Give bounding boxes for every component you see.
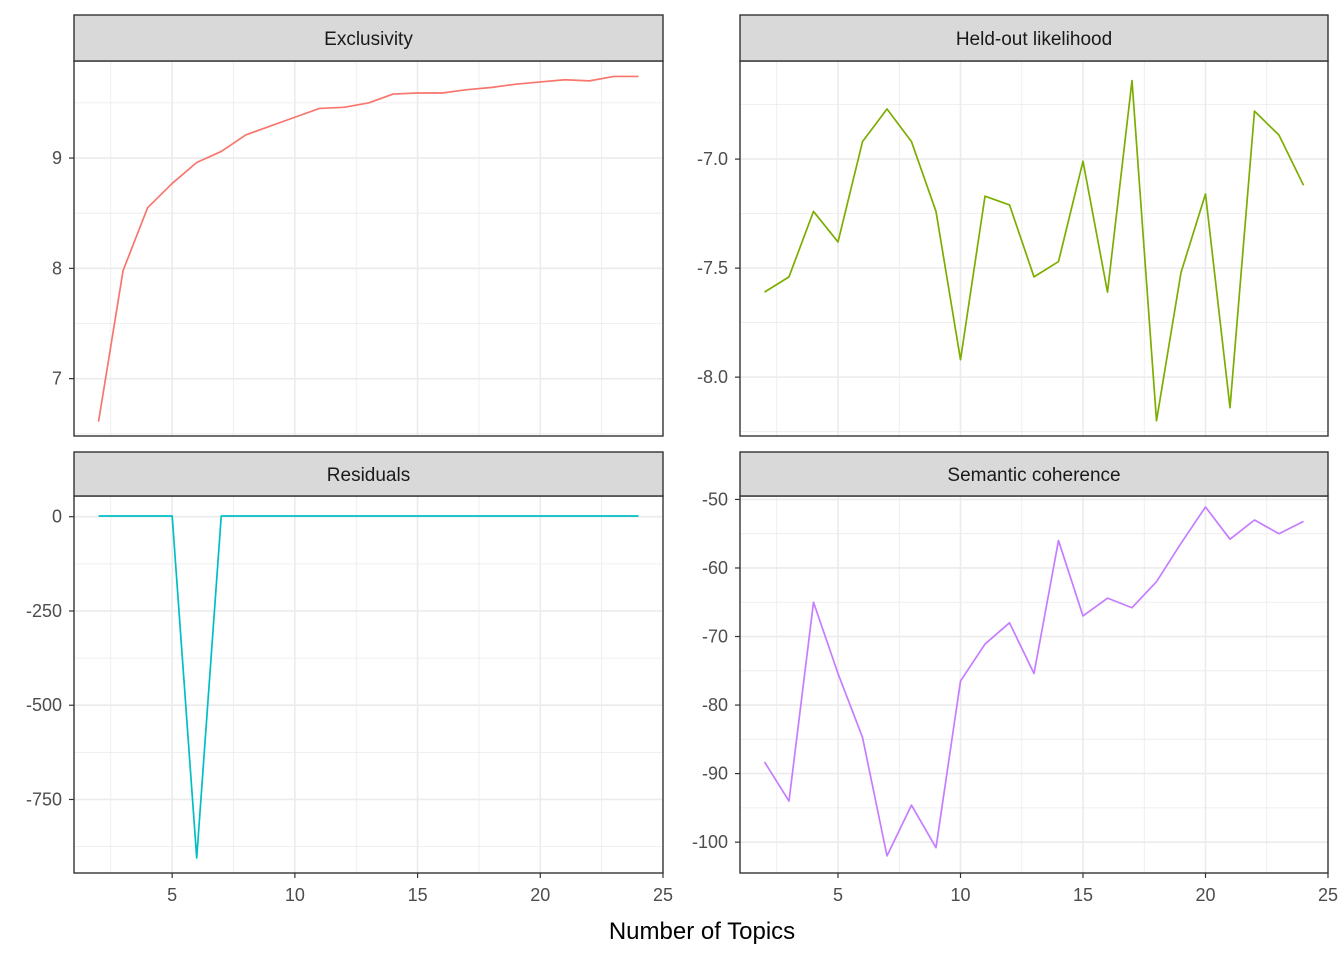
y-tick-label: -750 <box>26 789 62 809</box>
panel-residuals: Residuals -750 -500 -250 0 5 10 15 20 25 <box>26 451 673 905</box>
y-tick-label: 8 <box>52 258 62 278</box>
y-tick-label: -250 <box>26 601 62 621</box>
x-tick-label: 10 <box>950 885 970 905</box>
x-tick-label: 15 <box>1073 885 1093 905</box>
y-tick-label: -60 <box>702 558 728 578</box>
x-tick-label: 5 <box>833 885 843 905</box>
y-tick-label: -7.5 <box>697 258 728 278</box>
y-tick-label: 0 <box>52 507 62 527</box>
x-tick-label: 25 <box>1318 885 1338 905</box>
x-tick-label: 10 <box>285 885 305 905</box>
series-line-residuals <box>98 515 639 859</box>
panel-background <box>740 61 1328 436</box>
facet-title: Semantic coherence <box>947 465 1120 486</box>
x-tick-label: 20 <box>1195 885 1215 905</box>
panel-background <box>74 61 663 436</box>
y-tick-label: 9 <box>52 148 62 168</box>
panel-exclusivity: Exclusivity 7 8 9 <box>52 14 664 437</box>
facet-strip <box>73 451 664 497</box>
y-tick-label: 7 <box>52 369 62 389</box>
y-tick-label: -100 <box>692 832 728 852</box>
y-tick-label: -500 <box>26 695 62 715</box>
panel-held-out-likelihood: Held-out likelihood -8.0 -7.5 -7.0 <box>697 14 1329 437</box>
y-tick-label: -50 <box>702 489 728 509</box>
x-tick-label: 25 <box>653 885 673 905</box>
y-tick-label: -8.0 <box>697 367 728 387</box>
y-tick-label: -70 <box>702 627 728 647</box>
y-tick-label: -90 <box>702 764 728 784</box>
facet-title: Exclusivity <box>324 29 413 50</box>
series-line-held-out-likelihood <box>764 79 1305 422</box>
facet-strip <box>739 451 1329 497</box>
x-tick-label: 20 <box>530 885 550 905</box>
facet-strip <box>739 14 1329 62</box>
panel-background <box>74 496 663 873</box>
x-axis-label: Number of Topics <box>609 918 795 945</box>
facet-strip <box>73 14 664 62</box>
series-line-exclusivity <box>97 75 639 422</box>
x-tick-label: 15 <box>408 885 428 905</box>
series-line-semantic-coherence <box>763 506 1304 857</box>
facet-title: Residuals <box>327 465 410 486</box>
y-tick-label: -7.0 <box>697 149 728 169</box>
panel-semantic-coherence: Semantic coherence -100 -90 -80 -70 -60 -50 5 10… <box>692 451 1338 905</box>
y-tick-label: -80 <box>702 695 728 715</box>
facet-title: Held-out likelihood <box>956 29 1112 50</box>
panel-background <box>740 496 1328 873</box>
x-tick-label: 5 <box>167 885 177 905</box>
